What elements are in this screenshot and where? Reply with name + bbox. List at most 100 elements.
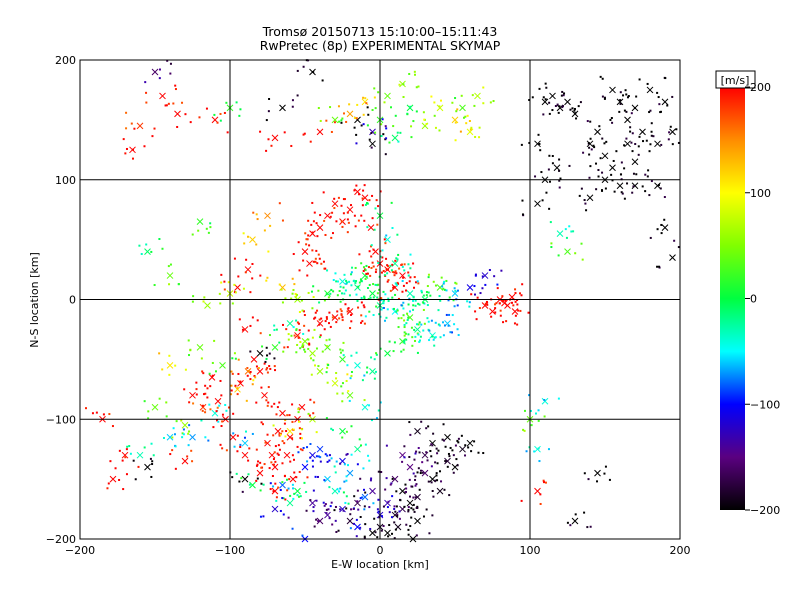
detection-dot (603, 97, 606, 100)
detection-dot (364, 203, 367, 206)
detection-dot (373, 517, 376, 520)
detection-dot (630, 112, 633, 115)
detection-dot (396, 513, 399, 516)
detection-dot (268, 467, 271, 470)
detection-dot (542, 96, 545, 99)
detection-dot (312, 506, 315, 509)
detection-dot (292, 497, 295, 500)
detection-dot (167, 265, 170, 268)
cluster-marker (601, 152, 609, 160)
detection-dot (305, 238, 308, 241)
detection-dot (268, 98, 271, 101)
detection-dot (150, 250, 153, 253)
detection-dot (462, 116, 465, 119)
x-axis-ticks: −200 −100 0 100 200 (65, 544, 691, 557)
detection-dot (260, 482, 263, 485)
detection-dot (290, 144, 293, 147)
detection-dot (632, 185, 635, 188)
detection-dot (341, 382, 344, 385)
detection-dot (311, 336, 314, 339)
detection-dot (322, 260, 325, 263)
detection-dot (431, 444, 434, 447)
detection-dot (408, 478, 411, 481)
detection-dot (377, 283, 380, 286)
detection-dot (278, 202, 281, 205)
detection-dot (393, 537, 396, 540)
detection-dot (355, 133, 358, 136)
detection-dot (144, 81, 147, 84)
detection-dot (415, 534, 418, 537)
detection-dot (644, 173, 647, 176)
detection-dot (455, 110, 458, 113)
detection-dot (340, 314, 343, 317)
detection-dot (177, 283, 180, 286)
detection-dot (335, 460, 338, 463)
cluster-marker (406, 463, 414, 471)
detection-dot (603, 142, 606, 145)
detection-dot (339, 308, 342, 311)
detection-dot (380, 123, 383, 126)
cluster-marker (421, 469, 429, 477)
detection-dot (445, 279, 448, 282)
detection-dot (343, 480, 346, 483)
detection-dot (341, 117, 344, 120)
cluster-marker (534, 200, 541, 208)
detection-dot (205, 107, 208, 110)
detection-dot (325, 119, 328, 122)
detection-dot (410, 125, 413, 128)
detection-dot (330, 288, 333, 291)
detection-dot (285, 430, 288, 433)
detection-dot (368, 199, 371, 202)
detection-dot (522, 428, 525, 431)
detection-dot (473, 104, 476, 107)
detection-dot (289, 460, 292, 463)
detection-dot (230, 384, 233, 387)
detection-dot (240, 477, 243, 480)
detection-dot (297, 335, 300, 338)
detection-dot (313, 328, 316, 331)
detection-dot (306, 274, 309, 277)
detection-dot (447, 452, 450, 455)
detection-dot (341, 436, 344, 439)
cluster-marker (466, 284, 474, 291)
detection-dot (656, 91, 659, 94)
detection-dot (279, 509, 282, 512)
detection-dot (370, 146, 373, 149)
detection-dot (400, 263, 403, 266)
detection-dot (147, 417, 150, 420)
detection-dot (587, 142, 590, 145)
detection-dot (314, 311, 317, 314)
cluster-marker (241, 326, 249, 333)
detection-dot (387, 265, 390, 268)
detection-dot (138, 244, 141, 247)
detection-dot (336, 280, 339, 283)
detection-dot (287, 516, 290, 519)
detection-dot (334, 505, 337, 508)
detection-dot (625, 137, 628, 140)
detection-dot (528, 141, 531, 144)
detection-dot (408, 455, 411, 458)
cluster-marker (279, 409, 286, 417)
detection-dot (421, 461, 424, 464)
detection-dot (372, 502, 375, 505)
detection-dot (236, 387, 239, 390)
detection-dot (396, 131, 399, 134)
cluster-marker (346, 110, 354, 118)
detection-dot (476, 296, 479, 299)
cluster-marker (534, 140, 541, 148)
detection-dot (352, 280, 355, 283)
detection-dot (460, 434, 463, 437)
detection-dot (423, 322, 426, 325)
detection-dot (417, 323, 420, 326)
detection-dot (394, 510, 397, 513)
detection-dot (650, 180, 653, 183)
cluster-marker (279, 284, 286, 291)
cluster-marker (204, 302, 211, 309)
detection-dot (397, 297, 400, 300)
detection-dot (664, 77, 667, 80)
detection-dot (307, 234, 310, 237)
cluster-marker (286, 433, 294, 441)
detection-dot (275, 413, 278, 416)
detection-dot (402, 301, 405, 304)
detection-dot (359, 497, 362, 500)
